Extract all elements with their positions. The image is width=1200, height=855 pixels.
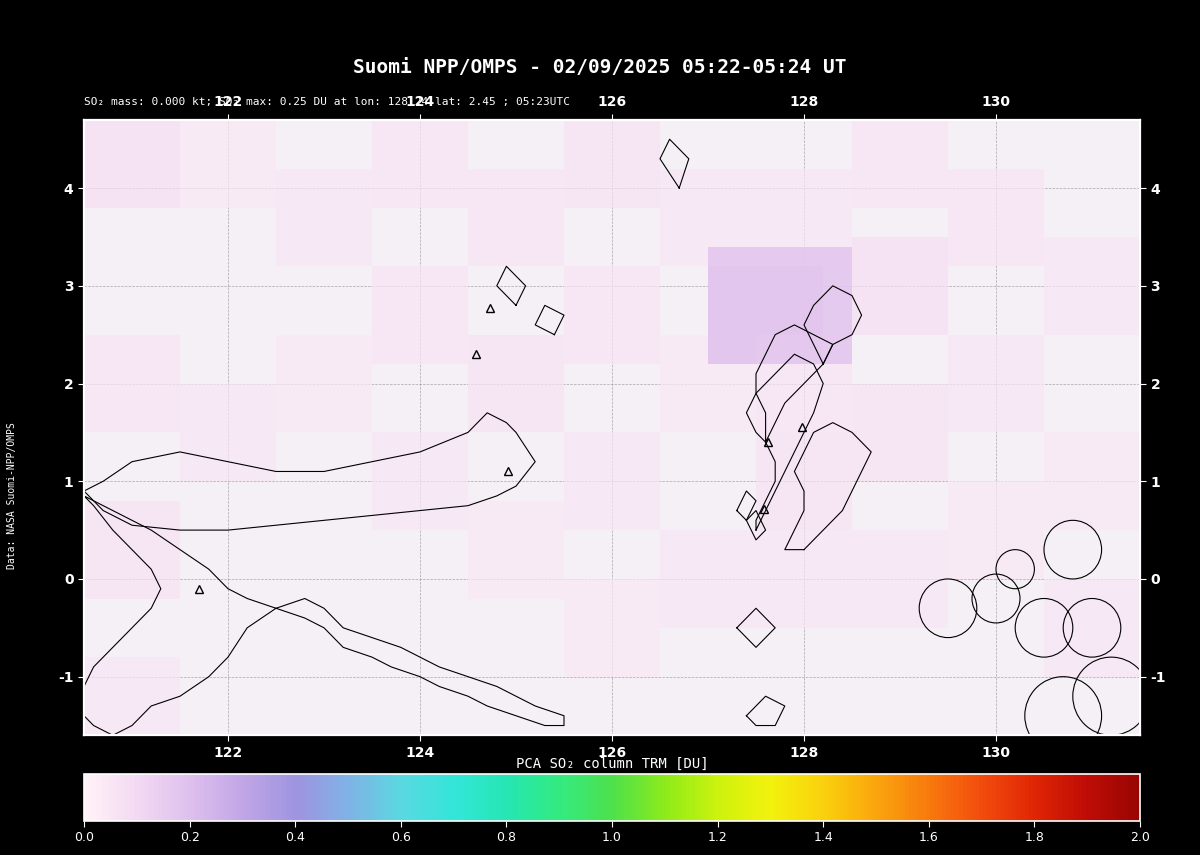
Bar bbox=[1044, 433, 1140, 530]
Bar bbox=[276, 334, 372, 433]
Bar bbox=[660, 334, 756, 433]
Text: Suomi NPP/OMPS - 02/09/2025 05:22-05:24 UT: Suomi NPP/OMPS - 02/09/2025 05:22-05:24 … bbox=[353, 58, 847, 77]
Bar bbox=[468, 501, 564, 598]
Bar bbox=[852, 120, 948, 208]
Bar bbox=[84, 120, 180, 208]
Bar bbox=[708, 266, 823, 364]
Bar bbox=[852, 237, 948, 334]
Bar bbox=[468, 168, 564, 266]
Bar bbox=[852, 530, 948, 628]
Bar bbox=[708, 247, 852, 364]
Bar bbox=[948, 168, 1044, 266]
Bar bbox=[84, 657, 180, 735]
Bar bbox=[1044, 579, 1140, 676]
Title: PCA SO₂ column TRM [DU]: PCA SO₂ column TRM [DU] bbox=[516, 758, 708, 771]
Bar bbox=[180, 120, 276, 208]
Text: Data: NASA Suomi-NPP/OMPS: Data: NASA Suomi-NPP/OMPS bbox=[7, 422, 17, 569]
Bar bbox=[276, 168, 372, 266]
Bar bbox=[852, 384, 948, 481]
Bar bbox=[372, 120, 468, 208]
Bar bbox=[756, 433, 852, 530]
Bar bbox=[84, 334, 180, 433]
Text: SO₂ mass: 0.000 kt; SO₂ max: 0.25 DU at lon: 128.24 lat: 2.45 ; 05:23UTC: SO₂ mass: 0.000 kt; SO₂ max: 0.25 DU at … bbox=[84, 97, 570, 107]
Bar bbox=[660, 168, 756, 266]
Bar bbox=[948, 481, 1044, 579]
Bar bbox=[1044, 237, 1140, 334]
Bar bbox=[564, 120, 660, 208]
Bar bbox=[660, 530, 756, 628]
Bar bbox=[756, 168, 852, 266]
Bar bbox=[564, 579, 660, 676]
Bar bbox=[180, 384, 276, 481]
Bar bbox=[372, 433, 468, 530]
Bar bbox=[468, 334, 564, 433]
Bar bbox=[564, 266, 660, 364]
Bar bbox=[948, 334, 1044, 433]
Bar bbox=[564, 433, 660, 530]
Bar bbox=[84, 501, 180, 598]
Bar bbox=[756, 334, 852, 433]
Bar bbox=[372, 266, 468, 364]
Bar bbox=[756, 530, 852, 628]
